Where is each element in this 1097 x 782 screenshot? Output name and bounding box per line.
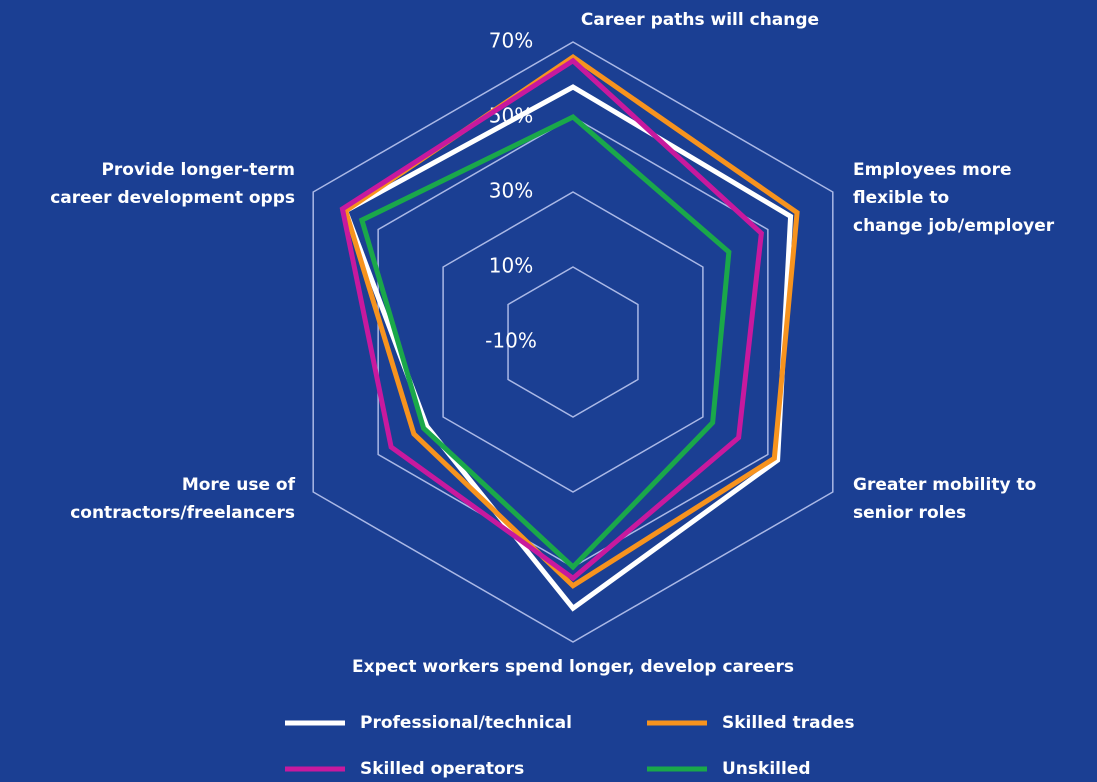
series-line <box>339 57 764 582</box>
legend-label: Professional/technical <box>360 713 572 733</box>
series-line <box>358 114 732 571</box>
y-tick-label: 30% <box>489 179 533 203</box>
axis-label: Greater mobility to <box>853 475 1036 495</box>
axis-label: Employees more <box>853 160 1012 180</box>
axis-label: flexible to <box>853 188 949 208</box>
grid-ring <box>507 266 639 418</box>
axis-label: career development opps <box>50 188 295 208</box>
series-line <box>342 53 800 589</box>
axis-label: Expect workers spend longer, develop car… <box>352 657 794 677</box>
axis-label: change job/employer <box>853 216 1055 236</box>
axis-label: contractors/freelancers <box>70 503 295 523</box>
y-tick-label: -10% <box>485 329 537 353</box>
legend-label: Skilled trades <box>722 713 854 733</box>
legend-label: Skilled operators <box>360 759 524 779</box>
axis-label: Provide longer-term <box>101 160 295 180</box>
axis-label: senior roles <box>853 503 966 523</box>
axis-label: More use of <box>182 475 296 495</box>
grid-ring <box>312 41 834 643</box>
legend-label: Unskilled <box>722 759 811 779</box>
y-tick-label: 10% <box>489 254 533 278</box>
y-tick-label: 70% <box>489 29 533 53</box>
grid-ring <box>442 191 704 493</box>
axis-label: Career paths will change <box>581 10 819 30</box>
